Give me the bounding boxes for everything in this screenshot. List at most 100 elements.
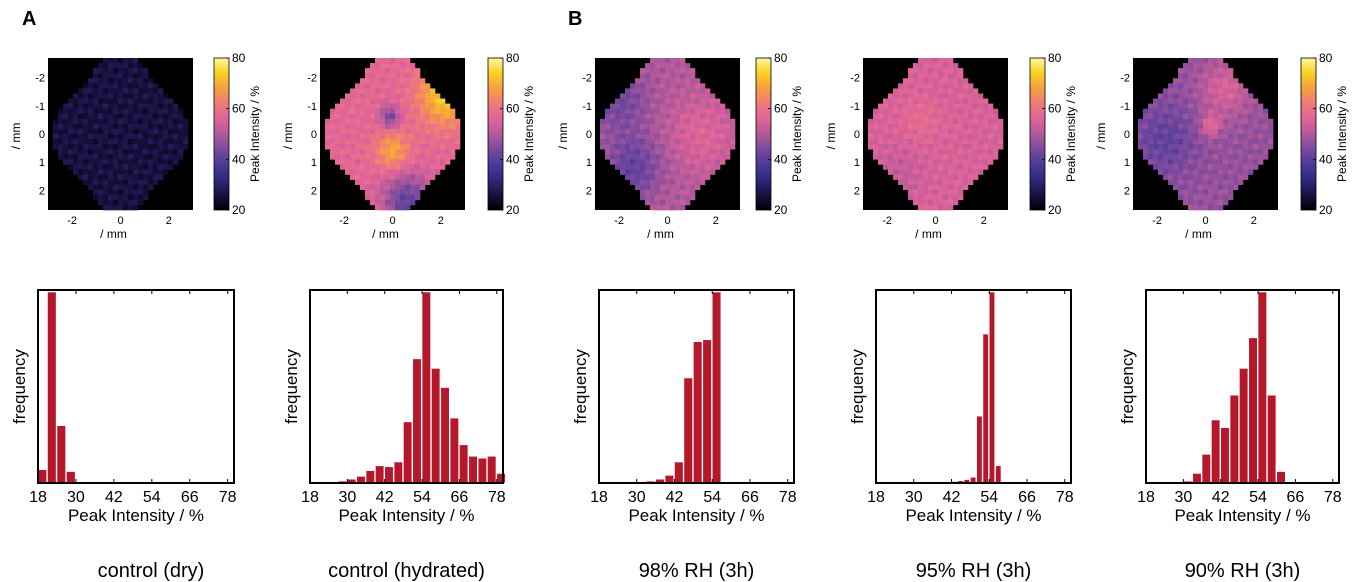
map-cell	[903, 83, 909, 89]
map-cell	[400, 139, 406, 145]
map-cell	[943, 189, 949, 196]
map-cell	[933, 73, 939, 79]
map-cell	[685, 108, 691, 115]
map-cell	[983, 139, 989, 145]
map-cell	[993, 139, 999, 145]
map-cell	[390, 164, 396, 170]
map-cell	[390, 204, 396, 211]
map-cell	[360, 108, 366, 115]
map-cell	[1228, 93, 1234, 99]
map-cell	[395, 154, 401, 160]
map-cell	[395, 204, 401, 211]
map-cell	[440, 159, 446, 165]
map-cell	[98, 68, 104, 74]
map-cell	[690, 93, 696, 99]
map-cell	[1183, 139, 1189, 145]
map-cell	[640, 123, 646, 130]
map-cell	[440, 164, 446, 170]
map-cell	[405, 128, 411, 135]
map-cell	[103, 88, 109, 94]
map-cell	[1183, 73, 1189, 79]
map-cell	[615, 154, 621, 160]
map-cell	[148, 144, 154, 150]
map-cell	[93, 88, 99, 94]
map-cell	[938, 113, 944, 120]
map-cell	[355, 169, 361, 175]
map-cell	[660, 83, 666, 89]
map-cell	[405, 88, 411, 94]
map-cell	[128, 164, 134, 170]
map-cell	[943, 164, 949, 170]
map-cell	[173, 108, 179, 115]
map-cell	[173, 118, 179, 125]
map-cell	[445, 134, 451, 140]
map-cell	[640, 68, 646, 74]
map-cell	[78, 113, 84, 120]
map-cell	[908, 88, 914, 94]
map-cell	[650, 103, 656, 109]
map-cell	[958, 78, 964, 84]
map-cell	[630, 88, 636, 94]
map-cell	[425, 164, 431, 170]
colorbar-tick-label: 60	[506, 102, 520, 116]
map-cell	[873, 139, 879, 145]
map-cell	[143, 194, 149, 201]
map-cell	[425, 179, 431, 185]
map-cell	[1218, 113, 1224, 120]
map-cell	[405, 169, 411, 175]
map-cell	[705, 108, 711, 115]
map-cell	[665, 184, 671, 191]
map-cell	[123, 204, 129, 211]
map-cell	[973, 113, 979, 120]
map-cell	[983, 144, 989, 150]
map-cell	[953, 83, 959, 89]
map-cells	[53, 58, 189, 211]
map-cell	[345, 123, 351, 130]
map-cell	[938, 159, 944, 165]
map-cell	[660, 189, 666, 196]
histogram-x-axis-label: Peak Intensity / %	[628, 506, 764, 525]
map-cell	[118, 194, 124, 201]
map-cell	[645, 113, 651, 120]
map-y-tick-label: -1	[1120, 101, 1130, 113]
map-cell	[958, 123, 964, 130]
map-cell	[375, 134, 381, 140]
map-cell	[605, 139, 611, 145]
map-cell	[380, 184, 386, 191]
map-cell	[390, 199, 396, 206]
map-cell	[1208, 179, 1214, 185]
map-cell	[933, 68, 939, 74]
map-cell	[108, 108, 114, 115]
map-cell	[1183, 123, 1189, 130]
map-cell	[908, 164, 914, 170]
map-cell	[938, 128, 944, 135]
map-cell	[888, 139, 894, 145]
map-cell	[650, 184, 656, 191]
map-cell	[680, 128, 686, 135]
map-cell	[715, 103, 721, 109]
map-cell	[128, 189, 134, 196]
map-cells	[868, 58, 1004, 211]
map-cell	[988, 128, 994, 135]
map-cell	[178, 113, 184, 120]
map-cell	[938, 154, 944, 160]
map-cell	[1218, 149, 1224, 155]
map-cell	[390, 78, 396, 84]
map-cell	[355, 93, 361, 99]
map-cell	[665, 108, 671, 115]
map-cell	[1163, 134, 1169, 140]
map-cell	[943, 139, 949, 145]
map-cell	[405, 179, 411, 185]
map-cell	[1203, 108, 1209, 115]
map-cell	[600, 134, 606, 140]
map-cell	[923, 199, 929, 206]
map-cell	[903, 93, 909, 99]
map-cell	[103, 144, 109, 150]
map-cell	[123, 159, 129, 165]
map-cell	[918, 154, 924, 160]
map-cell	[355, 174, 361, 180]
map-cell	[600, 118, 606, 125]
map-cell	[168, 118, 174, 125]
map-cell	[913, 169, 919, 175]
map-cell	[650, 169, 656, 175]
